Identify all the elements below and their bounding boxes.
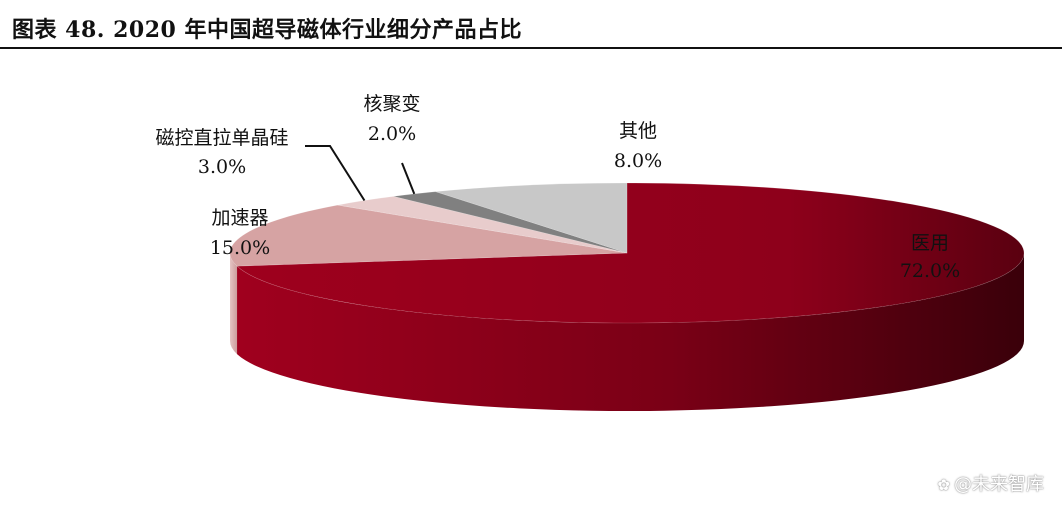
- leader-lines: [305, 145, 416, 202]
- slice-3-name-label: 核聚变: [363, 93, 420, 115]
- slice-2-top: [337, 196, 628, 254]
- title-underline: [0, 47, 1062, 49]
- slice-1-percent-label: 15.0%: [210, 237, 270, 259]
- slice-1-name-label: 加速器: [211, 207, 268, 229]
- pie-tops: [229, 182, 1025, 324]
- slice-0-percent-label: 72.0%: [900, 260, 960, 282]
- slice-3-top: [393, 191, 628, 254]
- slice-3-percent-label: 2.0%: [368, 123, 416, 145]
- chart-title: 图表 48. 2020 年中国超导磁体行业细分产品占比: [12, 17, 522, 43]
- watermark: ✿ @未来智库: [937, 470, 1044, 496]
- slice-4-name-label: 其他: [619, 120, 657, 142]
- slice-0-top: [236, 182, 1025, 324]
- leader-line-slice-3: [401, 162, 416, 195]
- paw-icon: ✿: [937, 476, 950, 494]
- slice-4-top: [435, 182, 628, 254]
- slice-0-name-label: 医用: [911, 232, 949, 254]
- slice-labels: 医用 72.0% 加速器 15.0% 磁控直拉单晶硅 3.0% 核聚变 2.0% 其他 8.0%: [155, 93, 960, 282]
- slice-2-name-label: 磁控直拉单晶硅: [155, 127, 288, 149]
- watermark-text: @未来智库: [954, 474, 1044, 495]
- slice-1-top: [229, 204, 628, 267]
- slice-4-percent-label: 8.0%: [614, 150, 662, 172]
- leader-line-slice-2: [305, 145, 366, 202]
- slice-0-side: [237, 253, 1024, 412]
- slice-1-side: [230, 253, 238, 355]
- slice-2-percent-label: 3.0%: [198, 156, 246, 178]
- pie-sides: [230, 253, 1024, 412]
- title-bar: 图表 48. 2020 年中国超导磁体行业细分产品占比: [0, 0, 1062, 49]
